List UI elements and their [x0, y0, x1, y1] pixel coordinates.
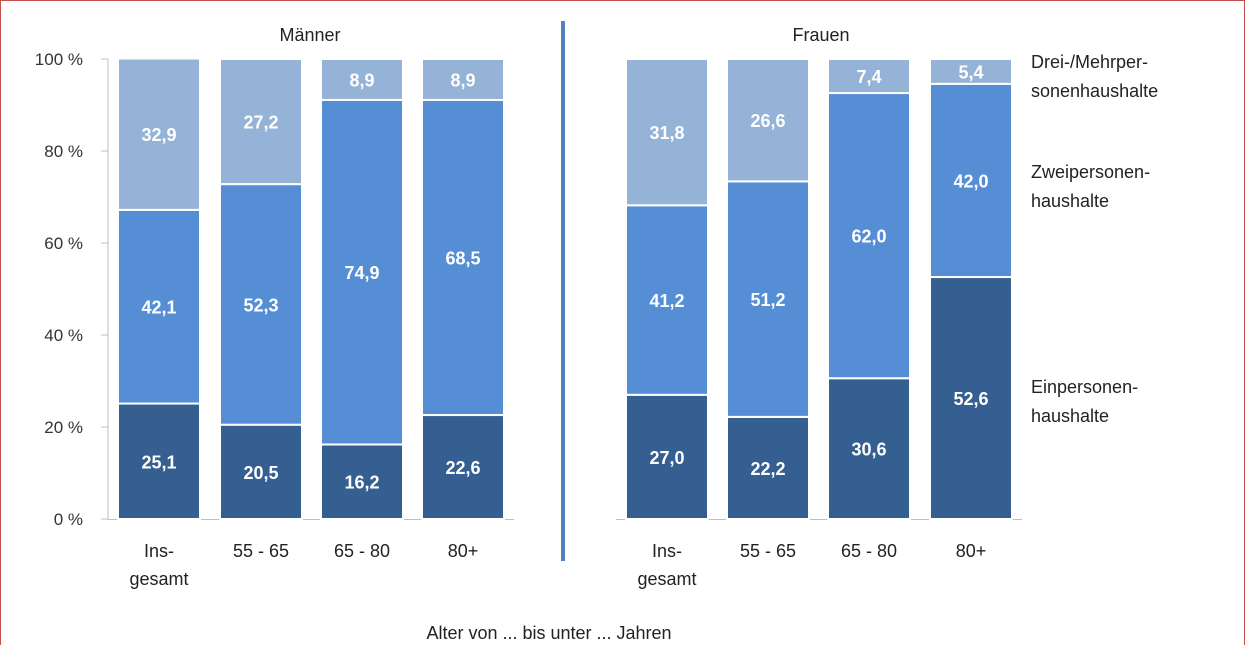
bar-segment [219, 58, 303, 186]
data-label: 22,2 [750, 459, 785, 479]
data-label: 51,2 [750, 290, 785, 310]
data-label: 20,5 [243, 463, 278, 483]
data-label: 31,8 [649, 123, 684, 143]
data-label: 27,2 [243, 113, 278, 133]
bar-segment [929, 276, 1013, 521]
bar-segment [929, 82, 1013, 279]
data-label: 52,6 [953, 389, 988, 409]
data-label: 68,5 [445, 248, 480, 268]
y-tick-label: 60 % [44, 234, 83, 253]
x-tick-label: 65 - 80 [841, 541, 897, 561]
x-tick-label: 80+ [956, 541, 987, 561]
bar-segment [726, 415, 810, 521]
bar-segment [421, 414, 505, 521]
legend-label: Einpersonen-haushalte [1031, 377, 1138, 426]
bar-segment [320, 98, 404, 446]
data-label: 42,0 [953, 171, 988, 191]
bar-segment [827, 92, 911, 380]
group-title: Frauen [792, 25, 849, 45]
bar-segment [320, 58, 404, 101]
bar-segment [117, 57, 201, 211]
y-tick-label: 100 % [35, 50, 83, 69]
bar-segment [726, 58, 810, 183]
data-label: 27,0 [649, 448, 684, 468]
x-tick-label: Ins-gesamt [637, 541, 696, 589]
y-tick-label: 80 % [44, 142, 83, 161]
bar-segment [625, 204, 709, 396]
x-tick-label: 55 - 65 [740, 541, 796, 561]
bar-segment [421, 58, 505, 101]
x-tick-label: 80+ [448, 541, 479, 561]
x-tick-label: 65 - 80 [334, 541, 390, 561]
bar-segment [827, 58, 911, 95]
y-tick-label: 0 % [54, 510, 83, 529]
bar-segment [827, 377, 911, 520]
x-tick-label: Ins-gesamt [129, 541, 188, 589]
data-label: 52,3 [243, 295, 278, 315]
data-label: 5,4 [958, 62, 983, 82]
legend-label: Zweipersonen-haushalte [1031, 162, 1150, 211]
data-label: 22,6 [445, 458, 480, 478]
data-label: 30,6 [851, 440, 886, 460]
data-label: 26,6 [750, 111, 785, 131]
bar-segment [421, 98, 505, 417]
bar-segment [117, 208, 201, 405]
data-label: 41,2 [649, 291, 684, 311]
data-label: 32,9 [141, 125, 176, 145]
legend-label: Drei-/Mehrper-sonenhaushalte [1031, 52, 1158, 101]
bar-segment [117, 402, 201, 521]
bar-segment [625, 58, 709, 207]
data-label: 74,9 [344, 263, 379, 283]
data-label: 42,1 [141, 298, 176, 318]
group-title: Männer [279, 25, 340, 45]
y-tick-label: 40 % [44, 326, 83, 345]
data-label: 16,2 [344, 473, 379, 493]
data-label: 8,9 [450, 70, 475, 90]
data-label: 7,4 [856, 67, 881, 87]
data-label: 8,9 [349, 70, 374, 90]
y-tick-label: 20 % [44, 418, 83, 437]
bar-segment [726, 180, 810, 418]
bar-segment [219, 183, 303, 426]
bar-segment [929, 58, 1013, 85]
data-label: 62,0 [851, 227, 886, 247]
x-tick-label: 55 - 65 [233, 541, 289, 561]
x-axis-title: Alter von ... bis unter ... Jahren [426, 623, 671, 643]
data-label: 25,1 [141, 452, 176, 472]
